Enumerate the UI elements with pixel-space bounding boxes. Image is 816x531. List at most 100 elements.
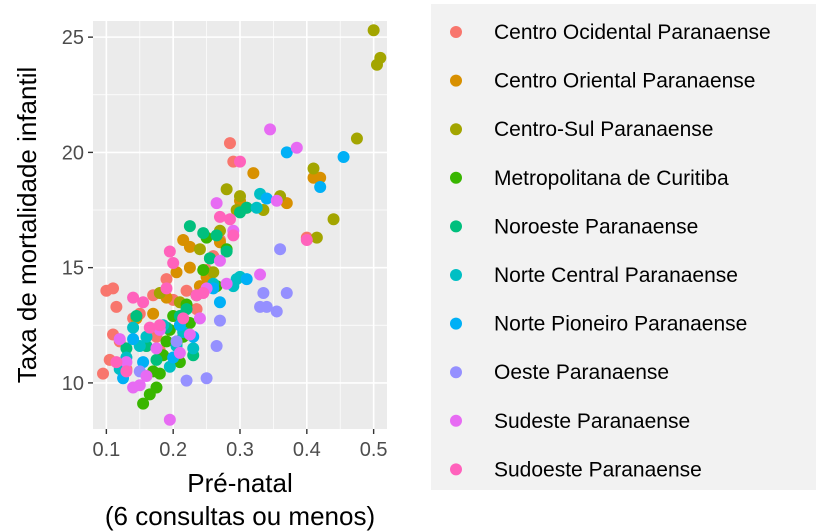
data-point (183, 328, 196, 341)
data-point (160, 282, 173, 295)
data-point (314, 180, 327, 193)
data-point (234, 190, 246, 203)
data-point (127, 321, 140, 334)
major-gridlines (93, 21, 387, 429)
x-axis-title-line-2: (6 consultas ou menos) (105, 501, 375, 531)
legend-key (450, 414, 462, 427)
data-point (280, 146, 293, 159)
data-point (213, 210, 226, 223)
data-point (137, 397, 150, 410)
data-point (177, 312, 190, 325)
data-point (213, 296, 226, 309)
data-point (337, 151, 350, 163)
data-point (227, 229, 240, 242)
data-point (207, 266, 220, 279)
data-point (173, 346, 186, 359)
data-point (110, 356, 123, 369)
data-point (190, 303, 203, 316)
data-point (223, 137, 236, 150)
data-point (274, 243, 287, 256)
data-point (160, 273, 173, 286)
data-point (254, 268, 267, 281)
data-point (183, 240, 196, 253)
data-point (133, 379, 146, 392)
data-point (374, 51, 387, 64)
legend-key (450, 74, 462, 87)
legend-label: Metropolitana de Curitiba (494, 167, 729, 190)
y-axis-tick-labels: 10 15 20 25 (62, 27, 84, 395)
data-point (210, 340, 223, 353)
data-point (107, 282, 120, 295)
legend-label: Centro Oriental Paranaense (494, 70, 756, 93)
x-tick-label: 0.2 (159, 439, 187, 461)
data-point (247, 167, 260, 180)
x-tick-label: 0.1 (92, 439, 120, 461)
legend-item: Centro Oriental Paranaense (450, 70, 756, 93)
legend-key (450, 269, 462, 281)
legend-item: Sudoeste Paranaense (450, 458, 702, 481)
y-tick-label: 10 (62, 373, 84, 395)
data-point (197, 287, 210, 299)
data-point (150, 381, 163, 394)
data-point (197, 263, 210, 276)
data-point (113, 333, 126, 346)
data-point (127, 291, 140, 304)
data-point (170, 335, 183, 348)
data-point (150, 353, 163, 366)
data-point (150, 342, 163, 355)
data-point (140, 330, 153, 343)
data-point (193, 243, 206, 256)
data-point (260, 192, 273, 205)
data-point (153, 319, 166, 332)
y-tick-label: 15 (62, 258, 84, 280)
legend-label: Norte Pioneiro Paranaense (494, 313, 747, 336)
x-axis-ticks (105, 429, 375, 434)
data-point (203, 252, 216, 265)
data-point (270, 305, 283, 318)
legend-key (450, 171, 462, 184)
data-point (163, 245, 176, 258)
data-point (234, 155, 246, 168)
data-point (160, 335, 173, 348)
legend-item: Sudeste Paranaense (450, 410, 690, 433)
data-point (167, 257, 180, 270)
data-point (257, 287, 270, 299)
x-tick-label: 0.4 (293, 439, 321, 461)
data-point (270, 194, 283, 207)
data-point (97, 367, 110, 380)
data-point (127, 333, 140, 346)
legend-item: Metropolitana de Curitiba (450, 167, 729, 190)
data-point (240, 201, 253, 214)
data-point (310, 231, 323, 244)
data-point (223, 213, 236, 226)
data-point (110, 300, 123, 313)
data-point (290, 141, 303, 154)
legend-label: Centro Ocidental Paranaense (494, 21, 771, 44)
legend-key (450, 26, 462, 38)
y-axis-ticks (88, 36, 93, 384)
data-point (143, 321, 156, 334)
data-point (314, 171, 327, 184)
legend-item: Oeste Paranaense (450, 361, 669, 384)
legend-key (450, 317, 462, 330)
legend-item: Noroeste Paranaense (450, 215, 698, 238)
data-point (240, 273, 253, 286)
plot-area (93, 21, 387, 429)
legend-label: Oeste Paranaense (494, 361, 669, 384)
data-point (213, 254, 226, 267)
legend-background (431, 4, 816, 490)
data-point (350, 132, 363, 145)
x-axis-title-line-1: Pré-natal (187, 468, 293, 498)
data-point (163, 413, 176, 426)
data-point (197, 227, 210, 240)
legend-item: Norte Pioneiro Paranaense (450, 313, 747, 336)
data-point (300, 233, 313, 246)
data-point (213, 314, 226, 327)
data-point (183, 220, 196, 233)
data-point (120, 342, 133, 355)
legend-label: Noroeste Paranaense (494, 215, 698, 238)
data-point (264, 123, 277, 136)
data-point (280, 287, 293, 299)
y-tick-label: 25 (62, 27, 84, 49)
